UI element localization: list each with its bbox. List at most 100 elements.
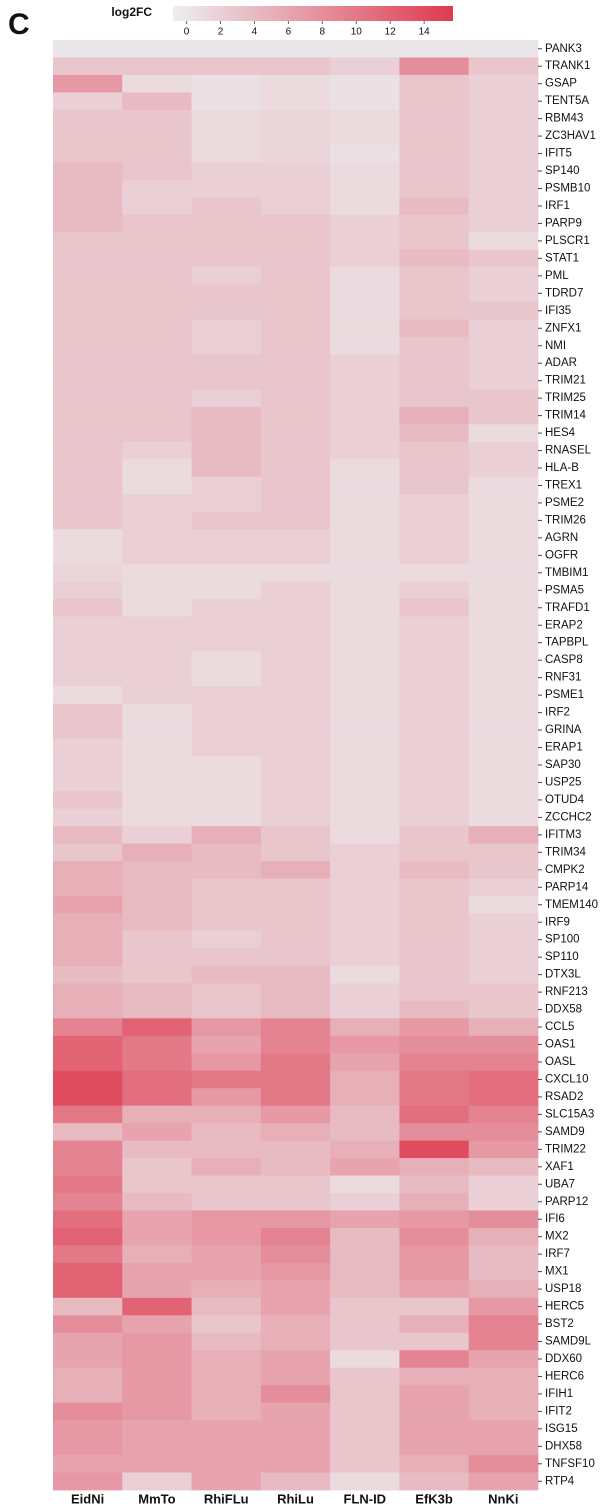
heatmap-cell (122, 546, 192, 565)
heatmap-cell (260, 983, 331, 1002)
heatmap-cell (399, 581, 470, 600)
heatmap-cell (330, 1140, 400, 1159)
heatmap-cell (468, 896, 539, 914)
heatmap-cell (260, 371, 331, 390)
heatmap-cell (191, 1297, 262, 1316)
heatmap-cell (468, 843, 539, 862)
heatmap-cell (122, 406, 192, 425)
row-label: ZNFX1 (545, 322, 581, 334)
heatmap-cell (191, 197, 262, 216)
heatmap-cell (399, 861, 470, 879)
heatmap-cell (260, 1455, 331, 1473)
heatmap-cell (191, 389, 262, 408)
heatmap-cell (191, 878, 262, 897)
heatmap-cell (399, 1437, 470, 1456)
heatmap-cell (399, 1018, 470, 1037)
heatmap-cell (191, 214, 262, 233)
heatmap-cell (330, 441, 400, 460)
heatmap-cell (260, 878, 331, 897)
heatmap-cell (53, 808, 123, 827)
heatmap-cell (468, 179, 539, 198)
heatmap-cell (260, 791, 331, 810)
heatmap-cell (53, 651, 123, 670)
heatmap-cell (260, 1315, 331, 1334)
heatmap-cell (330, 756, 400, 775)
heatmap-cell (53, 162, 123, 181)
heatmap-cell (468, 57, 539, 76)
heatmap-cell (260, 511, 331, 530)
heatmap-cell (260, 843, 331, 862)
heatmap-cell (399, 983, 470, 1002)
heatmap-cell (260, 74, 331, 93)
heatmap-cell (260, 406, 331, 425)
heatmap-cell (53, 1018, 123, 1037)
heatmap-cell (468, 581, 539, 600)
heatmap-cell (399, 1420, 470, 1438)
heatmap-cell (191, 529, 262, 548)
heatmap-cell (330, 1070, 400, 1089)
row-label: TMBIM1 (545, 567, 588, 579)
heatmap-cell (330, 1175, 400, 1194)
heatmap-cell (468, 1123, 539, 1142)
row-label: PLSCR1 (545, 235, 590, 247)
row-label: TREX1 (545, 480, 582, 492)
heatmap-cell (468, 249, 539, 268)
heatmap-cell (260, 529, 331, 548)
heatmap-cell (260, 668, 331, 687)
heatmap-cell (330, 74, 400, 93)
heatmap-cell (191, 1193, 262, 1211)
heatmap-cell (53, 389, 123, 408)
row-label: TMEM140 (545, 899, 598, 911)
heatmap-cell (260, 1158, 331, 1176)
heatmap-cell (399, 109, 470, 128)
heatmap-cell (468, 109, 539, 128)
heatmap-cell (53, 1123, 123, 1142)
heatmap-cell (330, 249, 400, 268)
heatmap-cell (260, 1280, 331, 1299)
heatmap-cell (260, 1350, 331, 1369)
row-label: PARP14 (545, 881, 589, 893)
heatmap-cell (260, 1437, 331, 1456)
heatmap-cell (122, 74, 192, 93)
heatmap-cell (122, 1245, 192, 1264)
heatmap-cell (468, 983, 539, 1002)
heatmap-cell (468, 267, 539, 285)
row-label: IRF7 (545, 1248, 570, 1260)
heatmap-cell (399, 1367, 470, 1386)
heatmap-cell (191, 371, 262, 390)
heatmap-cell (468, 1018, 539, 1037)
heatmap-cell (191, 1420, 262, 1438)
heatmap-cell (260, 424, 331, 443)
heatmap-cell (53, 1402, 123, 1421)
row-label: PSMB10 (545, 183, 590, 195)
heatmap-cell (122, 319, 192, 338)
heatmap-cell (468, 127, 539, 146)
row-label: RTP4 (545, 1475, 575, 1487)
heatmap-cell (260, 1385, 331, 1404)
heatmap-cell (468, 1227, 539, 1246)
heatmap-cell (53, 1437, 123, 1456)
heatmap-cell (330, 1297, 400, 1316)
heatmap-cell (53, 127, 123, 146)
heatmap-cell (399, 1385, 470, 1404)
heatmap-cell (468, 1262, 539, 1281)
heatmap-cell (399, 1350, 470, 1369)
heatmap-cell (399, 494, 470, 513)
heatmap-cell (260, 476, 331, 495)
heatmap-cell (191, 511, 262, 530)
heatmap-cell (53, 930, 123, 949)
heatmap-cell (399, 144, 470, 163)
heatmap-cell (468, 1035, 539, 1054)
heatmap-cell (330, 808, 400, 827)
heatmap-cell (191, 109, 262, 128)
heatmap-cell (191, 773, 262, 792)
heatmap-cell (468, 1088, 539, 1107)
heatmap-cell (53, 74, 123, 93)
heatmap-cell (191, 267, 262, 285)
heatmap-cell (122, 529, 192, 548)
heatmap-cell (468, 476, 539, 495)
heatmap-cell (53, 1472, 123, 1491)
row-label: CXCL10 (545, 1073, 588, 1085)
heatmap-cell (191, 983, 262, 1002)
heatmap-cell (468, 1402, 539, 1421)
